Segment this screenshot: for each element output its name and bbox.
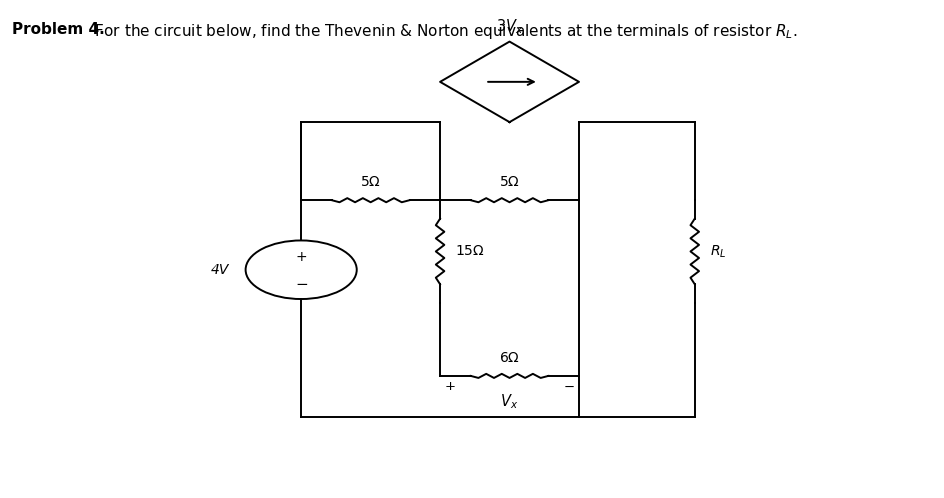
Text: $3V_x$: $3V_x$ — [496, 17, 523, 36]
Text: $15\Omega$: $15\Omega$ — [454, 245, 484, 258]
Text: Problem 4.: Problem 4. — [12, 22, 105, 37]
Text: For the circuit below, find the Thevenin & Norton equivalents at the terminals o: For the circuit below, find the Thevenin… — [90, 22, 797, 41]
Text: $5\Omega$: $5\Omega$ — [498, 175, 519, 189]
Text: $+$: $+$ — [295, 249, 307, 263]
Text: $V_x$: $V_x$ — [500, 392, 518, 411]
Text: +: + — [445, 380, 455, 393]
Text: $5\Omega$: $5\Omega$ — [360, 175, 380, 189]
Text: $6\Omega$: $6\Omega$ — [498, 351, 519, 365]
Text: $R_L$: $R_L$ — [709, 243, 725, 259]
Text: $-$: $-$ — [295, 274, 308, 289]
Text: 4V: 4V — [211, 263, 228, 277]
Text: $-$: $-$ — [562, 380, 574, 393]
